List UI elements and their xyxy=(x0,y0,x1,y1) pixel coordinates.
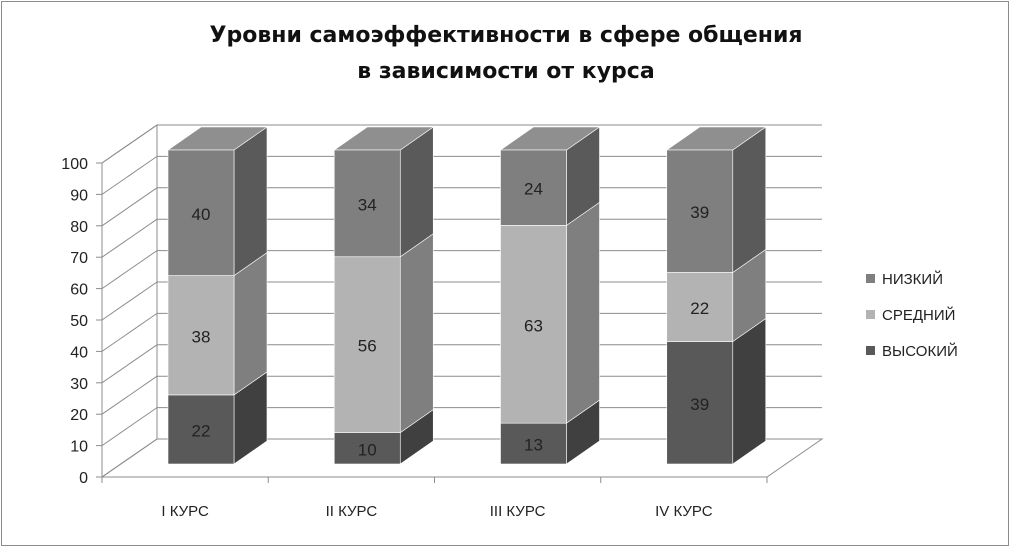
gridline-side xyxy=(101,407,158,447)
data-label: 13 xyxy=(524,436,543,455)
data-label: 10 xyxy=(358,440,377,459)
x-tick-label: II КУРС xyxy=(326,503,378,520)
data-label: 39 xyxy=(690,395,709,414)
gridline-side xyxy=(101,155,158,195)
y-tick-label: 60 xyxy=(70,282,88,299)
bar-side xyxy=(233,252,268,396)
x-tick-label: IV КУРС xyxy=(655,503,713,520)
data-labels: 22 38 40 10 56 34 13 63 24 39 22 39 xyxy=(192,180,710,460)
legend-swatch xyxy=(866,346,875,355)
bar-side xyxy=(732,126,767,274)
chart-title-line-2: в зависимости от курса xyxy=(357,59,655,84)
bar-side xyxy=(399,233,434,434)
chart-title: Уровни самоэффективности в сфере общения… xyxy=(0,18,1012,90)
y-tick-label: 50 xyxy=(70,313,88,330)
gridline-side xyxy=(101,375,158,415)
data-label: 38 xyxy=(192,327,211,346)
axes: 0 10 20 30 40 50 60 70 80 90 100 I КУРС II КУРС III К… xyxy=(61,156,768,520)
y-tick-label: 100 xyxy=(61,156,88,173)
bar-segment xyxy=(499,126,601,226)
bar-front xyxy=(333,432,401,465)
x-tick-label: I КУРС xyxy=(161,503,209,520)
bar-front xyxy=(167,149,235,276)
legend: НИЗКИЙ СРЕДНИЙ ВЫСОКИЙ xyxy=(866,270,958,360)
bar-segment xyxy=(333,233,434,434)
bar-front xyxy=(500,422,567,465)
bar-segment xyxy=(665,126,767,274)
bar-side xyxy=(233,126,268,277)
data-label: 56 xyxy=(358,337,377,356)
gridline-side xyxy=(101,312,158,352)
bar-front xyxy=(666,149,734,273)
legend-label: НИЗКИЙ xyxy=(882,270,943,288)
y-tick-label: 70 xyxy=(70,250,88,267)
y-tick-label: 10 xyxy=(70,439,88,456)
bar-segment xyxy=(333,409,434,465)
legend-swatch xyxy=(866,310,875,319)
bar-side xyxy=(566,201,600,424)
data-label: 22 xyxy=(690,299,709,318)
y-tick-label: 0 xyxy=(79,470,88,487)
legend-label: СРЕДНИЙ xyxy=(882,306,955,324)
bar-front xyxy=(333,149,401,258)
gridline-side xyxy=(101,218,158,258)
legend-swatch xyxy=(866,274,875,283)
gridline-side xyxy=(101,124,158,164)
data-label: 40 xyxy=(192,205,211,224)
gridline-side xyxy=(101,281,158,321)
data-label: 22 xyxy=(192,421,211,440)
bars xyxy=(167,126,767,465)
y-tick-label: 90 xyxy=(70,187,88,204)
chart-title-line-1: Уровни самоэффективности в сфере общения xyxy=(209,23,803,48)
bar-segment xyxy=(333,126,435,258)
bar-segment xyxy=(500,201,600,424)
gridline-side xyxy=(101,187,158,227)
y-tick-label: 40 xyxy=(70,344,88,361)
data-label: 24 xyxy=(524,180,543,199)
bar-front xyxy=(666,272,734,342)
gridline-side xyxy=(101,344,158,384)
bar-segment xyxy=(500,399,600,465)
y-tick-label: 20 xyxy=(70,407,88,424)
data-label: 34 xyxy=(358,195,377,214)
bar-front xyxy=(333,256,401,433)
bar-segment xyxy=(666,248,767,343)
gridline-side xyxy=(101,250,158,290)
bar-segment xyxy=(167,126,268,277)
bar-front xyxy=(500,225,567,424)
data-label: 63 xyxy=(524,316,543,335)
bar-side xyxy=(732,317,767,465)
bar-segment xyxy=(167,371,268,465)
legend-label: ВЫСОКИЙ xyxy=(882,342,958,360)
x-tick-label: III КУРС xyxy=(490,503,546,520)
bar-front xyxy=(500,149,567,226)
y-tick-label: 80 xyxy=(70,219,88,236)
y-tick-label: 30 xyxy=(70,376,88,393)
bar-segment xyxy=(167,252,268,396)
bar-front xyxy=(167,394,235,465)
data-label: 39 xyxy=(690,203,709,222)
